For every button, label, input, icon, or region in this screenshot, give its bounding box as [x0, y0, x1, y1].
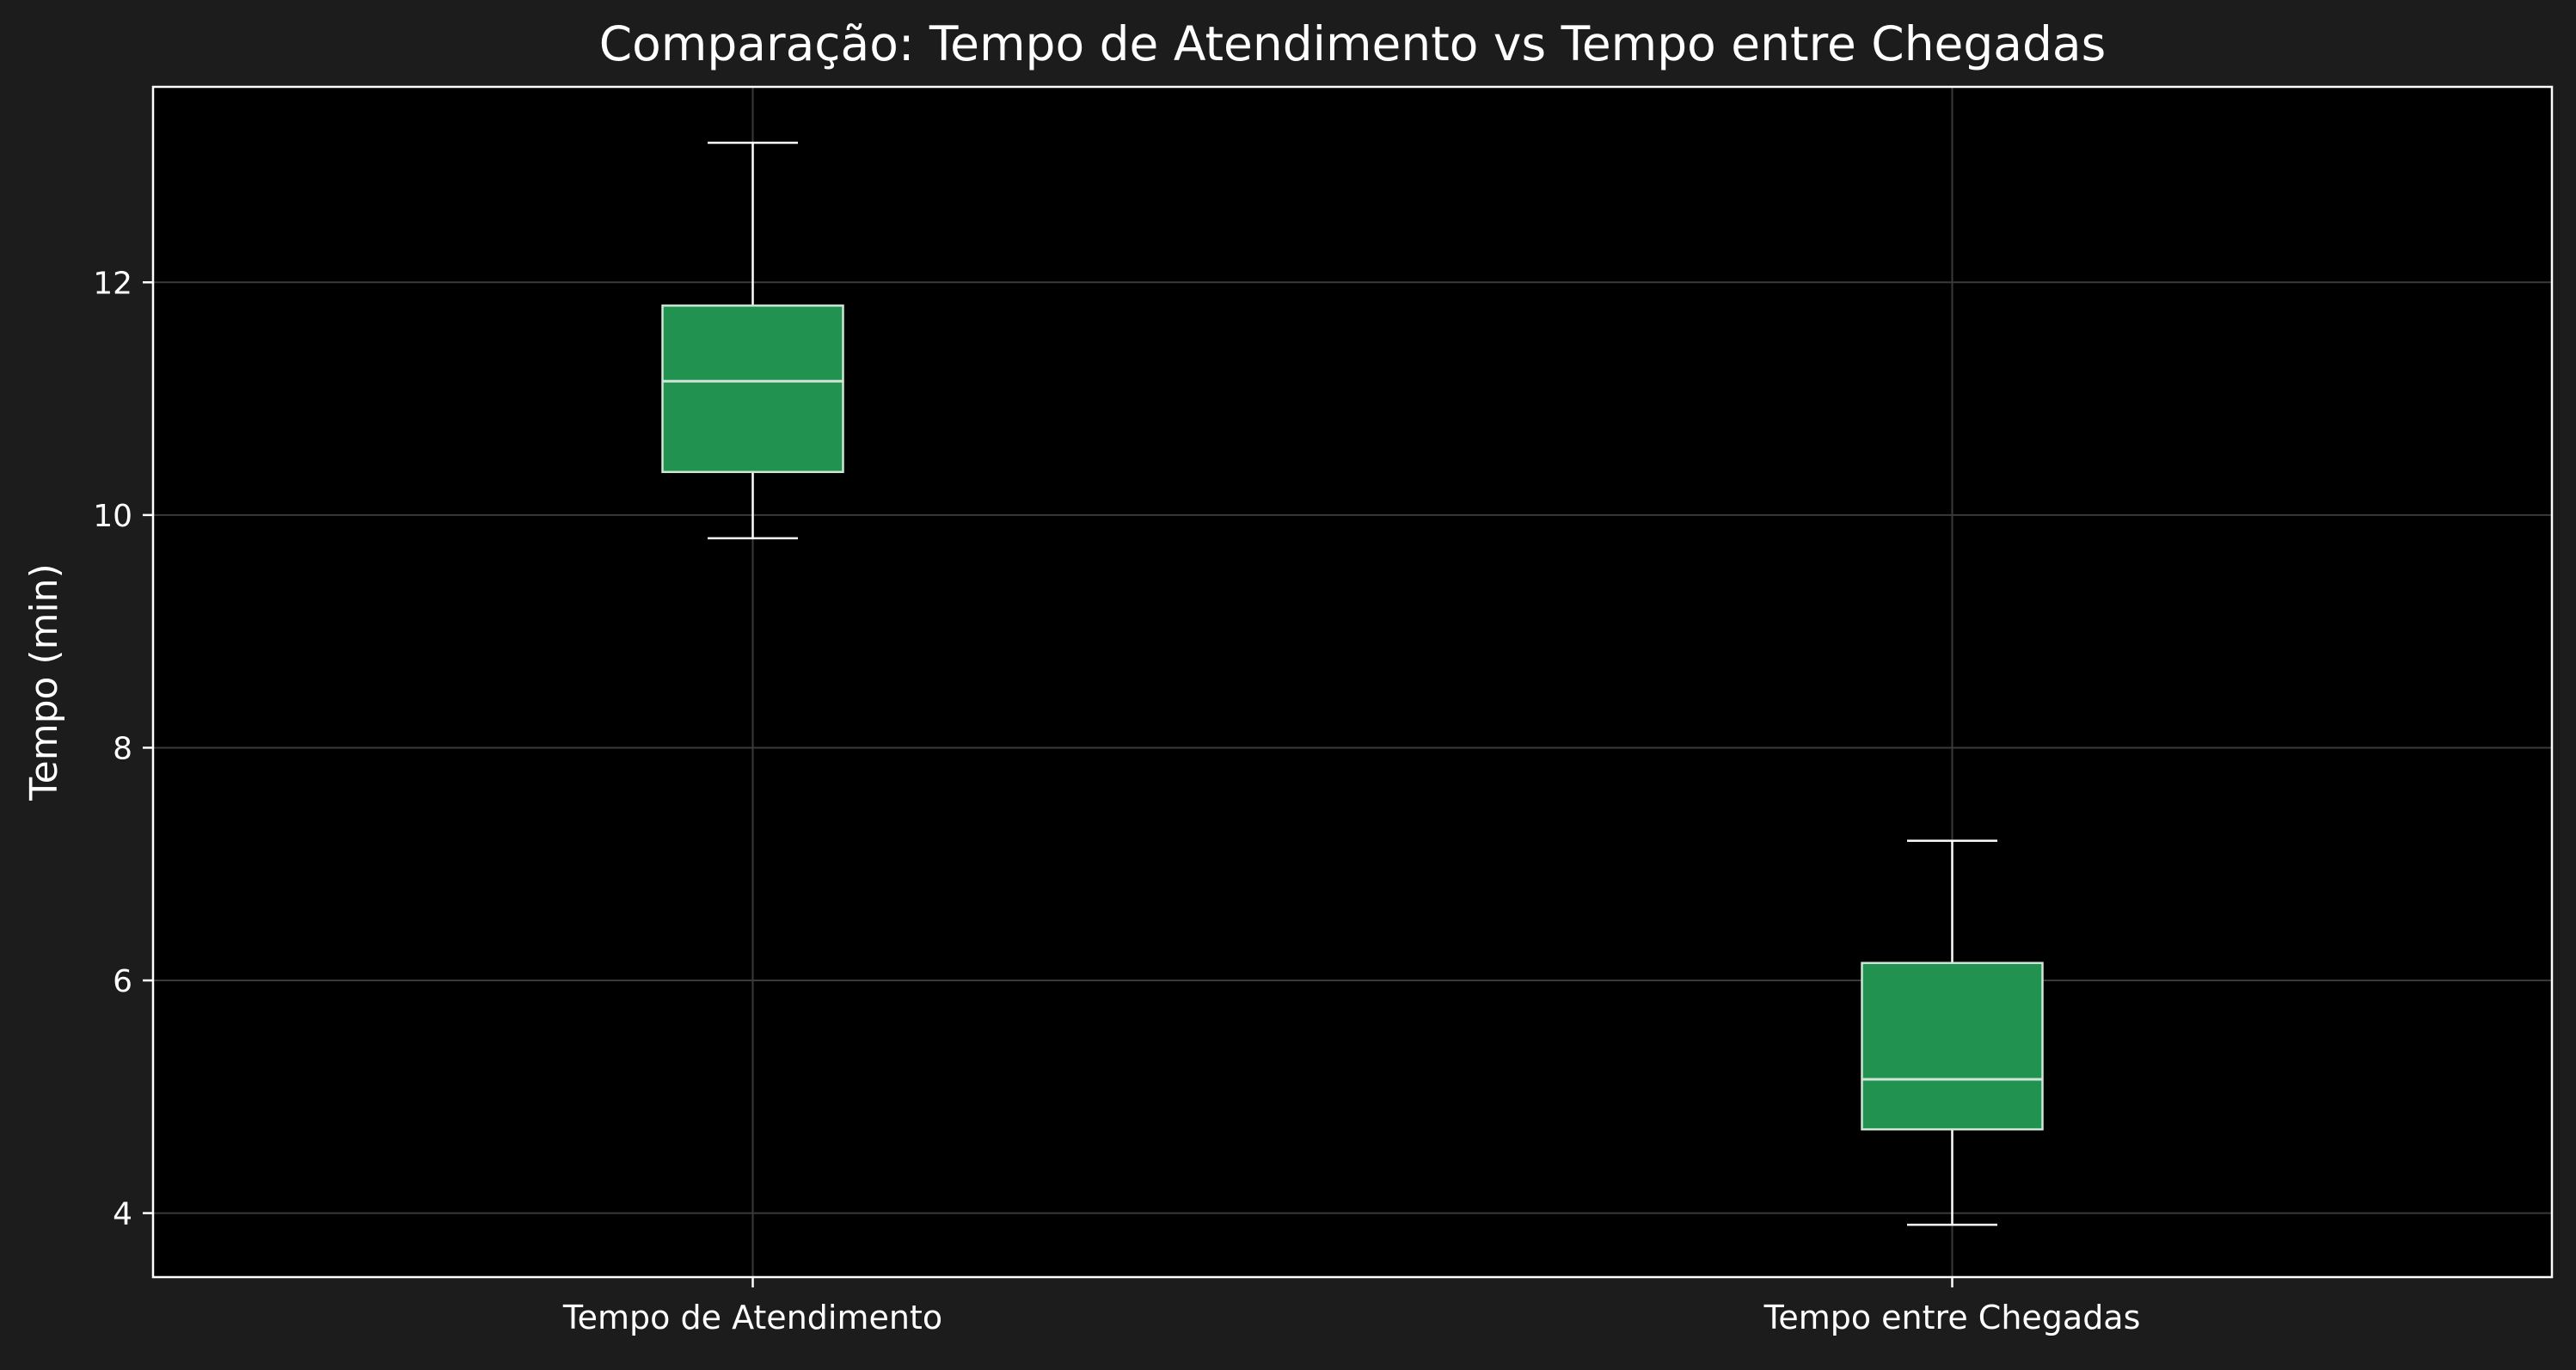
y-tick-label: 4 — [113, 1197, 132, 1232]
y-tick-label: 12 — [93, 266, 132, 301]
y-tick-label: 6 — [113, 964, 132, 999]
plot-frame — [151, 85, 2554, 1279]
y-axis-label: Tempo (min) — [22, 563, 66, 801]
box-layer — [661, 141, 2044, 1226]
chart-title: Comparação: Tempo de Atendimento vs Temp… — [599, 16, 2107, 71]
box-group — [661, 141, 844, 540]
box-iqr — [661, 304, 844, 474]
box-group — [1861, 839, 2044, 1226]
tick-layer: 4 6 8 10 12 Tempo de Atendimento Tempo entre C… — [93, 266, 2140, 1336]
plot-area — [153, 87, 2552, 1277]
y-tick-label: 8 — [113, 731, 132, 766]
box-iqr — [1861, 961, 2044, 1131]
y-tick-label: 10 — [93, 499, 132, 534]
x-tick-label: Tempo de Atendimento — [562, 1299, 942, 1336]
x-tick-label: Tempo entre Chegadas — [1763, 1299, 2141, 1336]
